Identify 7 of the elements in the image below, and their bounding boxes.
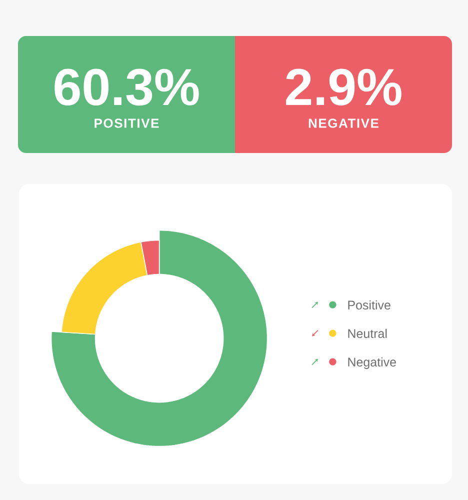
text: 60.3%	[54, 68, 199, 106]
legend-label: Neutral	[348, 328, 387, 338]
legend-label: Negative	[348, 357, 396, 369]
text: 2.9%	[286, 68, 402, 106]
category-label: NEGATIVE	[308, 118, 378, 128]
category-label: POSITIVE	[94, 118, 159, 128]
legend-label: Positive	[348, 300, 390, 310]
